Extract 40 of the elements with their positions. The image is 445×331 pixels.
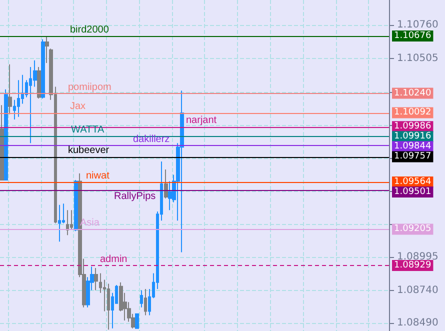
ref-line-label: dakillerz — [133, 134, 170, 145]
candlestick — [37, 66, 41, 100]
ref-line-label: pomiipom — [68, 82, 112, 93]
candlestick — [140, 290, 143, 308]
ref-line-label: kubeever — [68, 145, 110, 156]
candlestick — [0, 104, 4, 180]
candlestick — [66, 210, 69, 236]
candlestick — [4, 88, 8, 180]
text: 1.09757 — [394, 152, 432, 162]
text: 1.09986 — [394, 122, 432, 132]
ref-line-label: narjant — [186, 115, 217, 126]
candlestick — [107, 283, 110, 330]
text: 1.10240 — [394, 88, 432, 98]
candlestick — [180, 90, 184, 253]
y-tick-label: 1.10505 — [397, 52, 438, 64]
ref-line-label: admin — [100, 254, 128, 265]
y-tick-label: 1.08740 — [397, 284, 438, 296]
ref-line-label: RallyPips — [114, 190, 156, 202]
y-tick-label: 1.10760 — [397, 19, 438, 30]
text: 1.10676 — [394, 30, 432, 41]
text: 1.10092 — [394, 108, 432, 118]
text: 1.09205 — [394, 224, 432, 234]
text: 1.09564 — [394, 177, 432, 188]
candlestick — [8, 64, 12, 115]
ref-line-label: Jax — [70, 101, 86, 112]
candlestick — [135, 313, 139, 329]
candlestick — [41, 38, 45, 100]
ref-line-label: bird2000 — [70, 24, 110, 36]
candlestick — [74, 179, 78, 232]
candlestick — [58, 204, 61, 242]
candlestick — [164, 168, 168, 199]
ref-line-label: niwat — [86, 170, 110, 182]
text: 1.08929 — [394, 260, 432, 270]
y-tick-label: 1.08490 — [397, 318, 438, 329]
text: 1.09844 — [394, 142, 432, 152]
text: 1.09501 — [394, 187, 432, 198]
candlestick — [144, 288, 147, 316]
candlestick — [94, 267, 98, 291]
text: 1.09916 — [394, 132, 432, 142]
candlestick — [45, 36, 49, 64]
